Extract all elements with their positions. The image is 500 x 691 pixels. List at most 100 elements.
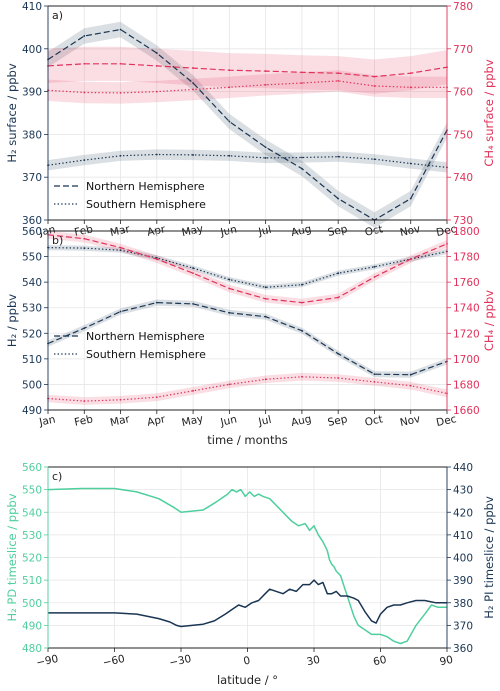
y-left-tick-label: 400 <box>22 44 42 56</box>
data-point <box>409 197 412 200</box>
x-tick-label: Sep <box>327 413 349 429</box>
data-point <box>83 247 86 250</box>
data-point <box>373 380 376 383</box>
data-point <box>373 158 376 161</box>
data-point <box>155 258 158 261</box>
y-right-tick-label: 740 <box>453 172 473 184</box>
y-right-tick-label: 1680 <box>453 379 480 391</box>
x-axis-label: time / months <box>207 433 287 447</box>
y-left-tick-label: 510 <box>22 354 42 366</box>
y-left-tick-label: 520 <box>22 553 42 565</box>
legend-label: Northern Hemisphere <box>86 330 205 343</box>
series-line-0 <box>47 302 448 376</box>
y-right-tick-label: 770 <box>453 44 473 56</box>
y-right-tick-label: 440 <box>453 462 473 474</box>
data-point <box>409 384 412 387</box>
data-point <box>83 400 86 402</box>
series-band-0 <box>48 21 447 228</box>
data-point <box>301 71 303 74</box>
data-point <box>83 327 86 330</box>
y-right-axis-label: CH₄ / ppbv <box>482 290 496 351</box>
data-point <box>409 72 412 75</box>
data-point <box>192 67 194 69</box>
data-point <box>409 373 412 376</box>
y-left-tick-label: 530 <box>22 530 42 542</box>
data-point <box>337 80 340 82</box>
panel-label: c) <box>52 470 62 483</box>
y-left-tick-label: 380 <box>22 129 42 141</box>
data-point <box>264 286 267 289</box>
data-point <box>228 383 231 386</box>
y-left-tick-label: 530 <box>22 303 42 315</box>
data-point <box>373 373 376 376</box>
data-point <box>119 62 122 65</box>
y-left-tick-label: 550 <box>22 252 42 264</box>
y-left-tick-label: 480 <box>22 643 42 655</box>
data-point <box>119 310 122 313</box>
y-right-tick-label: 380 <box>453 598 473 610</box>
y-right-tick-label: 1740 <box>453 303 480 315</box>
series-band-1 <box>48 149 447 173</box>
y-right-axis-label: CH₄ surface / ppbv <box>482 59 496 167</box>
data-point <box>264 83 267 86</box>
panel-c-chart: −90 −60 −30 0 30 60 90 480 490 500 510 520 530 540 550… <box>5 462 496 687</box>
x-tick-label: Mar <box>109 413 132 429</box>
data-point <box>409 258 412 261</box>
y-left-axis-label: H₂ PD timeslice / ppbv <box>5 493 19 621</box>
x-tick-label: Apr <box>146 413 167 429</box>
x-tick-label: Oct <box>364 413 384 429</box>
data-point <box>155 301 158 304</box>
x-tick-label: Jun <box>218 413 238 428</box>
panel-label: a) <box>52 9 63 22</box>
x-tick-label: Feb <box>73 413 94 429</box>
panel-a-chart: Jan Feb Mar Apr May Jun Jul Aug Sep Oct Nov Dec3603… <box>5 1 496 239</box>
legend-label: Northern Hemisphere <box>86 180 205 193</box>
x-tick-label: Nov <box>399 413 422 429</box>
x-tick-label: −60 <box>102 653 126 669</box>
data-point <box>192 88 194 91</box>
y-right-tick-label: 1780 <box>453 252 480 264</box>
y-right-tick-label: 730 <box>453 215 473 227</box>
data-point <box>337 272 340 275</box>
y-left-tick-label: 520 <box>22 328 42 340</box>
data-point <box>337 377 340 379</box>
data-point <box>264 157 267 159</box>
panel-b-chart: Jan Feb Mar Apr May Jun Jul Aug Sep Oct Nov Dec 490 5… <box>5 226 496 447</box>
y-right-axis-label: H₂ PI timeslice / ppbv <box>482 496 496 619</box>
x-tick-label: Jul <box>257 414 273 429</box>
data-point <box>119 154 122 157</box>
y-right-tick-label: 400 <box>453 553 473 565</box>
y-right-tick-label: 760 <box>453 87 473 99</box>
data-point <box>373 265 376 268</box>
data-point <box>373 85 376 87</box>
data-point <box>155 153 158 156</box>
series-line-2 <box>47 234 448 304</box>
data-point <box>119 91 122 94</box>
data-point <box>337 197 340 200</box>
y-right-tick-label: 1700 <box>453 354 480 366</box>
legend-label: Southern Hemisphere <box>86 348 206 361</box>
series-band-3 <box>48 372 447 405</box>
legend-label: Southern Hemisphere <box>86 198 206 211</box>
y-left-tick-label: 410 <box>22 1 42 13</box>
data-point <box>155 65 158 67</box>
data-point <box>228 278 231 281</box>
x-tick-label: 90 <box>439 654 455 669</box>
series-band-3 <box>48 70 447 104</box>
data-point <box>337 155 340 158</box>
data-point <box>301 156 303 159</box>
data-point <box>409 86 412 89</box>
data-point <box>264 297 267 300</box>
y-right-tick-label: 420 <box>453 507 473 519</box>
data-point <box>337 352 340 355</box>
y-right-tick-label: 370 <box>453 620 473 632</box>
data-point <box>228 86 231 89</box>
series-line-0 <box>47 487 447 645</box>
data-point <box>155 52 158 54</box>
panel-label: b) <box>52 234 63 247</box>
data-point <box>373 75 376 78</box>
data-point <box>337 296 340 299</box>
y-left-tick-label: 370 <box>22 172 42 184</box>
data-point <box>119 398 122 401</box>
y-left-tick-label: 560 <box>22 462 42 474</box>
